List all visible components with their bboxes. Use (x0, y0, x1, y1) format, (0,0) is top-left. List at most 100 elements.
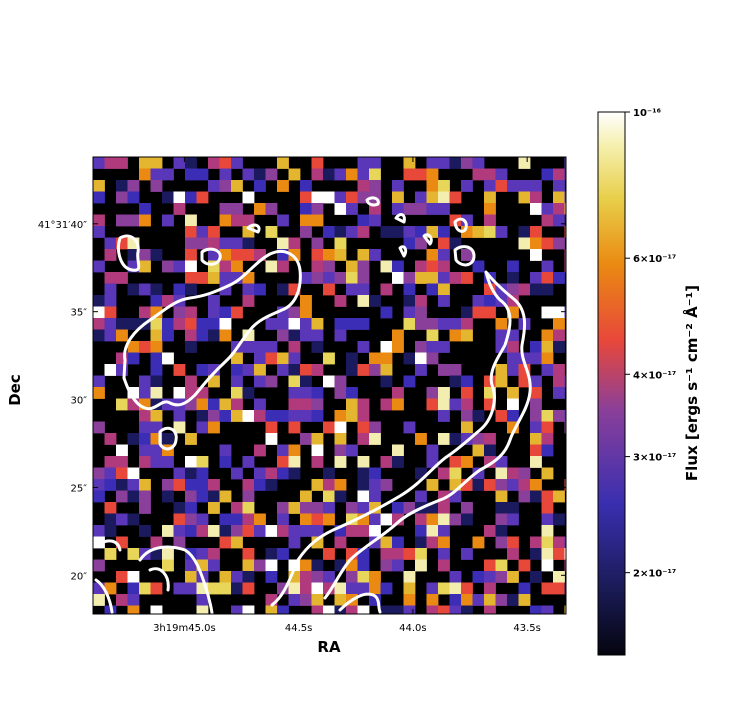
heatmap-cell (369, 168, 381, 181)
axis-ticks: 3h19m45.0s 44.5s 44.0s 43.5s 41°31′40″ 35″ 30″… (38, 157, 566, 634)
heatmap-cell (472, 594, 485, 606)
heatmap-cell (219, 490, 232, 503)
heatmap-cell (518, 283, 531, 296)
heatmap-cell (311, 318, 324, 330)
heatmap-cell (507, 467, 519, 480)
heatmap-cell (323, 490, 335, 503)
heatmap-cell (415, 168, 427, 181)
heatmap-cell (426, 260, 439, 273)
heatmap-cell (196, 387, 209, 399)
heatmap-cell (484, 180, 496, 192)
heatmap-cell (484, 168, 496, 181)
heatmap-cell (323, 168, 335, 181)
heatmap-cell (541, 237, 554, 250)
heatmap-cells (93, 157, 566, 614)
heatmap-cell (185, 306, 197, 319)
heatmap-cell (438, 548, 450, 560)
heatmap-cell (484, 283, 496, 296)
heatmap-cell (93, 329, 105, 342)
heatmap-cell (150, 329, 163, 342)
heatmap-cell (403, 318, 416, 330)
heatmap-cell (415, 433, 427, 445)
heatmap-cell (334, 295, 347, 307)
heatmap-cell (518, 180, 531, 192)
heatmap-cell (288, 364, 301, 376)
heatmap-cell (311, 594, 324, 606)
heatmap-cell (426, 352, 439, 365)
heatmap-cell (380, 536, 393, 549)
heatmap-cell (472, 168, 485, 181)
heatmap-cell (150, 295, 163, 307)
heatmap-cell (242, 191, 255, 204)
heatmap-cell (380, 306, 393, 319)
heatmap-cell (518, 582, 531, 595)
heatmap-cell (495, 525, 508, 537)
heatmap-cell (288, 329, 301, 342)
heatmap-cell (403, 502, 416, 514)
heatmap-cell (495, 180, 508, 192)
heatmap-cell (323, 375, 335, 388)
heatmap-cell (541, 490, 554, 503)
heatmap-cell (357, 467, 370, 480)
heatmap-cell (288, 318, 301, 330)
heatmap-cell (139, 249, 151, 261)
heatmap-cell (311, 502, 324, 514)
heatmap-cell (564, 548, 566, 560)
heatmap-cell (323, 191, 335, 204)
heatmap-cell (173, 479, 186, 491)
heatmap-cell (277, 502, 289, 514)
heatmap-cell (116, 157, 128, 169)
contour-bottom-left-2 (94, 578, 114, 614)
heatmap-cell (311, 260, 324, 273)
heatmap-cell (254, 444, 266, 457)
heatmap-cell (300, 214, 312, 227)
heatmap-cell (369, 214, 381, 227)
heatmap-cell (553, 490, 565, 503)
heatmap-cell (127, 433, 140, 445)
heatmap-cell (196, 582, 209, 595)
heatmap-cell (162, 433, 174, 445)
y-tick-label: 35″ (71, 308, 88, 319)
heatmap-cell (311, 559, 324, 572)
heatmap-cell (231, 364, 243, 376)
heatmap-cell (357, 226, 370, 238)
heatmap-cell (323, 582, 335, 595)
heatmap-cell (242, 214, 255, 227)
heatmap-cell (300, 525, 312, 537)
heatmap-cell (346, 387, 358, 399)
heatmap-cell (495, 410, 508, 422)
heatmap-cell (357, 191, 370, 204)
heatmap-cell (150, 306, 163, 319)
heatmap-cell (392, 444, 404, 457)
heatmap-cell (484, 456, 496, 468)
heatmap-cell (449, 191, 462, 204)
heatmap-cell (495, 364, 508, 376)
heatmap-cell (242, 272, 255, 284)
heatmap-cell (277, 410, 289, 422)
heatmap-cell (403, 226, 416, 238)
colorbar-label: Flux [ergs s⁻¹ cm⁻² Å⁻¹] (682, 285, 701, 481)
heatmap-cell (530, 398, 542, 411)
contour-blob-10 (246, 223, 261, 234)
heatmap-cell (116, 237, 128, 250)
heatmap-cell (127, 283, 140, 296)
heatmap-cell (438, 203, 450, 215)
heatmap-cell (380, 456, 393, 468)
heatmap-cell (231, 467, 243, 480)
heatmap-cell (553, 387, 565, 399)
heatmap-cell (380, 260, 393, 273)
heatmap-cell (403, 283, 416, 296)
heatmap-cell (484, 582, 496, 595)
heatmap-cell (196, 421, 209, 434)
heatmap-cell (185, 582, 197, 595)
heatmap-cell (254, 398, 266, 411)
heatmap-cell (150, 421, 163, 434)
heatmap-cell (541, 536, 554, 549)
heatmap-cell (185, 260, 197, 273)
heatmap-cell (139, 502, 151, 514)
heatmap-cell (208, 272, 220, 284)
colorbar-tick-label: 2×10⁻¹⁷ (633, 569, 676, 580)
heatmap-cell (403, 306, 416, 319)
heatmap-cell (461, 157, 473, 169)
